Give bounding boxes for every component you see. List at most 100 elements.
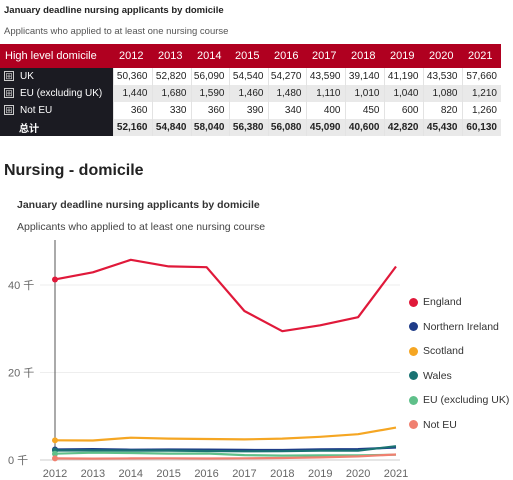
legend-item[interactable]: Not EU — [409, 413, 509, 438]
legend-label: England — [423, 296, 462, 309]
total-cell: 56,080 — [267, 119, 306, 136]
data-point — [52, 437, 58, 444]
table-row: ⊞ UK 50,360 52,820 56,090 54,540 54,270 4… — [0, 68, 501, 85]
column-header[interactable]: 2013 — [152, 44, 191, 68]
legend-item[interactable]: Scotland — [409, 339, 509, 364]
legend-marker — [409, 322, 418, 332]
table-cell: 1,260 — [461, 102, 501, 119]
table-cell: 1,080 — [422, 85, 462, 102]
series-line — [54, 426, 397, 442]
table-cell: 1,480 — [267, 85, 306, 102]
column-header[interactable]: 2016 — [268, 44, 306, 68]
row-header[interactable]: ⊞ EU (excluding UK) — [0, 85, 113, 102]
chart-title: January deadline nursing applicants by d… — [17, 199, 260, 211]
line-chart[interactable]: 0 千 20 千 40 千 2012 2013 2014 2015 2016 2017 2018 2… — [0, 240, 513, 480]
x-tick-label: 2017 — [232, 468, 256, 480]
x-tick-label: 2012 — [43, 468, 67, 480]
total-row: 总计 52,160 54,840 58,040 56,380 56,080 45… — [0, 119, 501, 136]
x-tick-label: 2021 — [384, 468, 408, 480]
row-header[interactable]: ⊞ Not EU — [0, 102, 113, 119]
legend-item[interactable]: Wales — [409, 364, 509, 389]
table-cell: 330 — [151, 102, 191, 119]
legend-item[interactable]: Northern Ireland — [409, 315, 509, 340]
total-cell: 60,130 — [461, 119, 501, 136]
y-tick-label: 0 千 — [8, 454, 28, 467]
series-line — [54, 446, 397, 452]
table-cell: 54,270 — [267, 68, 306, 85]
table-header-row: High level domicile 2012 2013 2014 2015 … — [0, 44, 501, 68]
table-cell: 56,090 — [190, 68, 229, 85]
total-label-cell: 总计 — [0, 119, 113, 136]
x-tick-label: 2014 — [119, 468, 143, 480]
legend-marker — [409, 395, 418, 405]
expand-icon[interactable]: ⊞ — [4, 105, 14, 116]
total-cell: 56,380 — [228, 119, 268, 136]
legend-label: Scotland — [423, 345, 464, 358]
table-cell: 54,540 — [228, 68, 268, 85]
column-header[interactable]: High level domicile — [0, 44, 113, 68]
expand-icon[interactable]: ⊞ — [4, 88, 14, 99]
chart-subtitle: Applicants who applied to at least one n… — [17, 221, 266, 233]
column-header[interactable]: 2014 — [191, 44, 229, 68]
legend-marker — [409, 371, 418, 381]
column-header[interactable]: 2021 — [462, 44, 501, 68]
table-title: January deadline nursing applicants by d… — [4, 5, 224, 16]
table-cell: 1,110 — [305, 85, 345, 102]
legend-item[interactable]: EU (excluding UK) — [409, 388, 509, 413]
table-cell: 1,210 — [461, 85, 501, 102]
table-row: ⊞ Not EU 360 330 360 390 340 400 450 600 … — [0, 102, 501, 119]
x-tick-label: 2020 — [346, 468, 370, 480]
row-header[interactable]: ⊞ UK — [0, 68, 113, 85]
table-cell: 360 — [190, 102, 229, 119]
table-cell: 390 — [228, 102, 268, 119]
x-tick-label: 2016 — [194, 468, 218, 480]
legend-label: EU (excluding UK) — [423, 394, 510, 407]
table-cell: 340 — [267, 102, 306, 119]
chart-legend: England Northern Ireland Scotland Wales EU (… — [409, 290, 509, 437]
series-line — [54, 453, 397, 460]
column-header[interactable]: 2020 — [423, 44, 462, 68]
series-line — [54, 451, 397, 457]
table-cell: 50,360 — [112, 68, 152, 85]
table-row: ⊞ EU (excluding UK) 1,440 1,680 1,590 1,4… — [0, 85, 501, 102]
section-title: Nursing - domicile — [4, 162, 144, 179]
series-line — [54, 258, 397, 333]
table-cell: 43,590 — [305, 68, 345, 85]
y-tick-label: 20 千 — [8, 367, 34, 380]
x-tick-label: 2013 — [81, 468, 105, 480]
total-cell: 45,090 — [305, 119, 345, 136]
table-cell: 450 — [344, 102, 384, 119]
table-cell: 360 — [112, 102, 152, 119]
total-cell: 52,160 — [112, 119, 152, 136]
total-label: 总计 — [19, 124, 39, 135]
legend-label: Not EU — [423, 418, 457, 431]
series-line — [55, 445, 397, 453]
legend-marker — [409, 420, 418, 430]
table-cell: 400 — [305, 102, 345, 119]
table-cell: 600 — [383, 102, 423, 119]
table-cell: 41,190 — [383, 68, 423, 85]
table-cell: 1,590 — [190, 85, 229, 102]
column-header[interactable]: 2019 — [384, 44, 423, 68]
row-label: UK — [20, 70, 34, 82]
column-header[interactable]: 2017 — [306, 44, 345, 68]
x-tick-label: 2019 — [308, 468, 332, 480]
legend-label: Northern Ireland — [423, 320, 499, 333]
data-point — [52, 450, 58, 457]
expand-icon[interactable]: ⊞ — [4, 71, 14, 82]
column-header[interactable]: 2018 — [345, 44, 384, 68]
total-cell: 40,600 — [344, 119, 384, 136]
legend-item[interactable]: England — [409, 290, 509, 315]
table-cell: 1,680 — [151, 85, 191, 102]
table-cell: 820 — [422, 102, 462, 119]
legend-label: Wales — [423, 369, 452, 382]
table-cell: 1,460 — [228, 85, 268, 102]
table-cell: 52,820 — [151, 68, 191, 85]
x-tick-label: 2018 — [270, 468, 294, 480]
column-header[interactable]: 2015 — [229, 44, 268, 68]
row-label: EU (excluding UK) — [20, 87, 103, 99]
total-cell: 58,040 — [190, 119, 229, 136]
data-point — [52, 455, 58, 462]
domicile-table: High level domicile 2012 2013 2014 2015 … — [0, 44, 501, 136]
column-header[interactable]: 2012 — [113, 44, 152, 68]
